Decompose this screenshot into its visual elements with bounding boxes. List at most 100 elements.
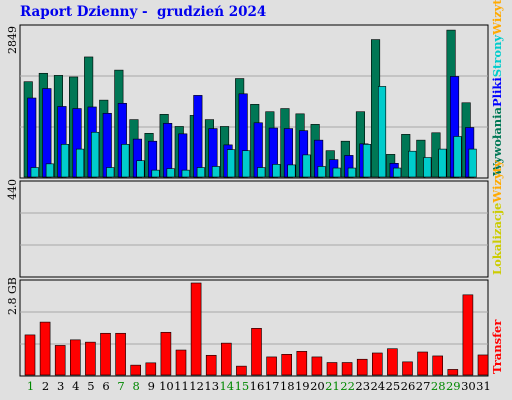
bar-strony-day-2 — [45, 163, 54, 178]
bar-transfer-day-5 — [85, 341, 96, 376]
day-label: 15 — [235, 379, 250, 393]
bar-strony-day-6 — [106, 167, 115, 178]
day-label: 2 — [42, 379, 49, 393]
bar-strony-day-26 — [408, 150, 417, 178]
side-label-wizyty: Wizyty — [490, 0, 504, 36]
bar-strony-day-29 — [453, 136, 462, 178]
day-label: 8 — [133, 379, 140, 393]
day-label: 19 — [295, 379, 310, 393]
day-label: 28 — [431, 379, 446, 393]
bar-strony-day-3 — [60, 144, 70, 178]
bar-transfer-day-19 — [296, 351, 308, 376]
bar-transfer-day-4 — [70, 339, 81, 376]
bar-strony-day-4 — [76, 148, 85, 178]
bar-strony-day-9 — [151, 169, 160, 178]
day-label: 31 — [476, 379, 491, 393]
day-label: 16 — [250, 379, 265, 393]
bar-transfer-day-20 — [311, 356, 323, 376]
day-label: 9 — [148, 379, 155, 393]
side-label-lokalizacje: Lokalizacje — [490, 203, 504, 275]
bar-strony-day-1 — [30, 167, 39, 178]
bar-transfer-day-23 — [356, 358, 368, 376]
bar-strony-day-10 — [166, 168, 175, 178]
bar-pliki-day-12 — [193, 95, 203, 178]
side-label-transfer: Transfer — [490, 319, 504, 374]
bar-strony-day-19 — [302, 154, 311, 178]
bar-strony-day-24 — [377, 86, 387, 178]
bar-strony-day-25 — [393, 167, 402, 178]
bar-transfer-day-1 — [24, 334, 36, 376]
day-label: 25 — [386, 379, 401, 393]
bar-strony-day-28 — [438, 148, 447, 178]
day-label: 22 — [340, 379, 355, 393]
day-label: 10 — [159, 379, 174, 393]
bar-transfer-day-25 — [387, 348, 398, 376]
bar-transfer-day-10 — [160, 331, 172, 376]
day-label: 7 — [117, 379, 124, 393]
bar-transfer-day-28 — [432, 355, 444, 376]
bar-transfer-day-26 — [402, 361, 413, 376]
side-label-wywołania: Wywołania — [490, 106, 504, 177]
bar-strony-day-22 — [347, 167, 356, 178]
bar-transfer-day-2 — [39, 321, 51, 376]
bar-transfer-day-27 — [417, 351, 428, 376]
bar-strony-day-13 — [211, 166, 220, 178]
bar-transfer-day-17 — [266, 356, 277, 376]
day-label: 6 — [102, 379, 109, 393]
day-label: 17 — [265, 379, 280, 393]
transfer-panel: 2.8 GB Transfer — [6, 277, 504, 377]
day-label: 24 — [370, 379, 385, 393]
day-label: 29 — [446, 379, 461, 393]
transfer-ymax-label: 2.8 GB — [6, 277, 19, 315]
bar-strony-day-16 — [257, 167, 266, 178]
bar-strony-day-7 — [121, 144, 130, 178]
day-label: 11 — [174, 379, 189, 393]
day-label: 26 — [401, 379, 416, 393]
bar-transfer-day-31 — [477, 354, 489, 376]
day-label: 23 — [355, 379, 370, 393]
bar-transfer-day-7 — [115, 332, 126, 376]
bar-pliki-day-1 — [27, 97, 37, 178]
day-label: 1 — [27, 379, 34, 393]
bar-transfer-day-18 — [281, 353, 293, 376]
bar-transfer-day-29 — [447, 369, 459, 376]
day-label: 12 — [189, 379, 204, 393]
bar-strony-day-15 — [242, 150, 251, 178]
bar-transfer-day-30 — [462, 294, 474, 376]
day-label: 4 — [72, 379, 79, 393]
bar-strony-day-17 — [272, 164, 281, 178]
bar-transfer-day-16 — [251, 328, 262, 376]
bar-strony-day-23 — [362, 144, 372, 178]
day-axis-labels: 1 2 3 4 5 6 7 8 9 10 11 12 13 14 15 16 17 18 19 20 21 22 23 24 2… — [27, 379, 491, 393]
bar-transfer-day-24 — [371, 352, 383, 376]
bar-strony-day-12 — [196, 167, 205, 178]
day-label: 20 — [310, 379, 325, 393]
bar-transfer-day-8 — [130, 364, 141, 376]
bar-strony-day-14 — [227, 149, 236, 178]
bar-strony-day-18 — [287, 164, 296, 178]
day-label: 27 — [416, 379, 431, 393]
bar-strony-day-21 — [332, 167, 341, 178]
bar-strony-day-8 — [136, 160, 145, 178]
bar-transfer-day-21 — [326, 362, 338, 376]
traffic-ymax-label: 2849 — [6, 26, 19, 54]
bar-transfer-day-15 — [236, 365, 247, 376]
bar-transfer-day-11 — [175, 349, 187, 376]
side-label-pliki: Pliki — [490, 77, 504, 107]
day-label: 5 — [87, 379, 94, 393]
day-label: 13 — [204, 379, 219, 393]
bar-transfer-day-12 — [190, 282, 202, 376]
bar-transfer-day-3 — [54, 345, 66, 376]
day-label: 18 — [280, 379, 295, 393]
page-title: Raport Dzienny - grudzień 2024 — [20, 4, 267, 20]
bar-strony-day-27 — [423, 157, 432, 178]
day-label: 21 — [325, 379, 340, 393]
bar-transfer-day-13 — [205, 354, 217, 376]
day-label: 3 — [57, 379, 64, 393]
bar-strony-day-30 — [468, 148, 477, 178]
side-label-strony: Strony — [490, 35, 504, 78]
day-label: 14 — [219, 379, 234, 393]
bar-transfer-day-6 — [100, 332, 111, 376]
